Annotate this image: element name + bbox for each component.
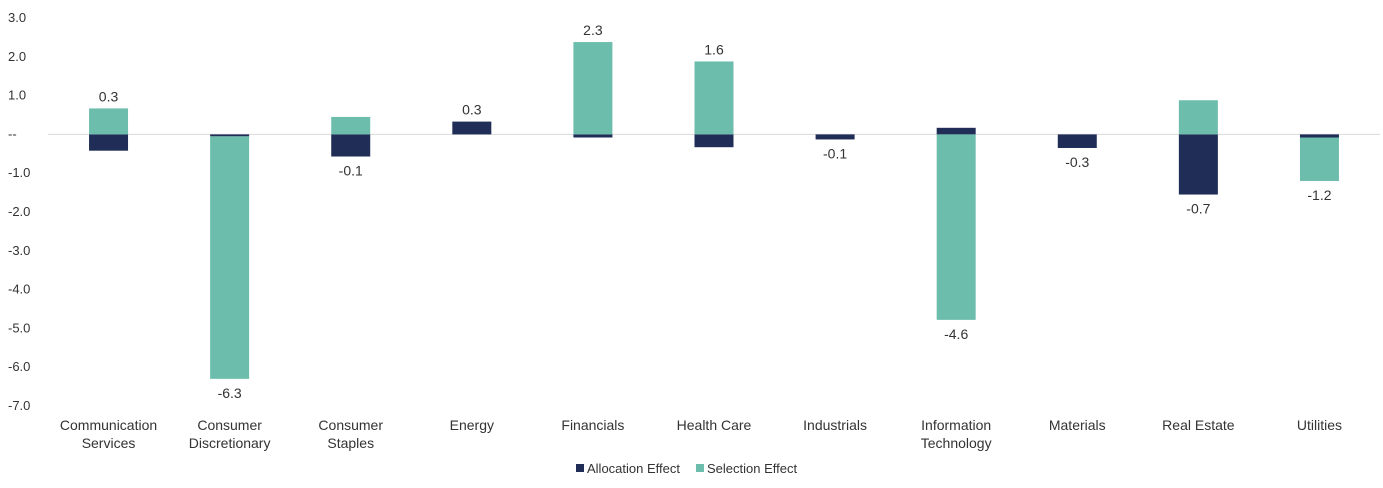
total-data-label: 0.3 [462, 102, 482, 118]
total-data-label: -0.7 [1186, 201, 1210, 217]
bar-selection-effect [89, 108, 129, 135]
total-data-label: -0.3 [1065, 154, 1089, 170]
y-tick-label: -4.0 [8, 282, 30, 297]
x-category-label: Industrials [803, 417, 867, 433]
y-tick-label: 1.0 [8, 88, 26, 103]
legend-swatch [576, 464, 584, 472]
x-category-label: Information Technology [921, 417, 992, 451]
bar-selection-effect [1299, 137, 1339, 181]
total-data-label: -4.6 [944, 326, 968, 342]
x-category-label: Health Care [677, 417, 752, 433]
total-data-label: 1.6 [704, 41, 724, 57]
bar-group [89, 42, 1339, 379]
bar-allocation-effect [452, 121, 492, 135]
bar-allocation-effect [210, 134, 250, 137]
bar-allocation-effect [815, 134, 855, 140]
x-category-label: Real Estate [1162, 417, 1235, 433]
total-data-label: 0.3 [99, 88, 119, 104]
y-tick-label: -7.0 [8, 398, 30, 413]
bar-selection-effect [573, 42, 613, 135]
bar-allocation-effect [1299, 134, 1339, 138]
data-labels: 0.3 -6.3 -0.1 0.3 2.3 1.6 -0.1 -4.6 -0.3 -0.7 -1.2 [99, 22, 1332, 401]
y-tick-label: -6.0 [8, 359, 30, 374]
total-data-label: -0.1 [823, 145, 847, 161]
y-tick-label: -2.0 [8, 204, 30, 219]
bar-allocation-effect [331, 134, 371, 157]
x-category-label: Utilities [1297, 417, 1342, 433]
y-tick-label: 2.0 [8, 49, 26, 64]
legend-swatch [695, 464, 704, 472]
y-axis-ticks: 3.0 2.0 1.0 -- -1.0 -2.0 -3.0 -4.0 -5.0 -6.0 -7.0 [8, 10, 30, 413]
total-data-label: -6.3 [218, 385, 242, 401]
bar-selection-effect [210, 136, 250, 379]
bar-allocation-effect [936, 127, 976, 135]
y-tick-label: 3.0 [8, 10, 26, 25]
legend-item: Selection Effect [695, 461, 797, 476]
legend-label: Selection Effect [707, 461, 797, 476]
x-category-label: Financials [561, 417, 624, 433]
legend-item: Allocation Effect [576, 461, 680, 476]
bar-selection-effect [331, 116, 371, 135]
bar-selection-effect [694, 61, 734, 135]
x-category-label: Communication Services [60, 417, 157, 451]
bar-allocation-effect [573, 134, 613, 138]
x-category-label: Energy [450, 417, 494, 433]
bar-allocation-effect [89, 134, 129, 151]
y-tick-label: -1.0 [8, 165, 30, 180]
total-data-label: -1.2 [1307, 187, 1331, 203]
legend-label: Allocation Effect [587, 461, 680, 476]
x-category-label: Consumer Discretionary [189, 417, 271, 451]
bar-allocation-effect [1057, 134, 1097, 148]
y-tick-label: -3.0 [8, 243, 30, 258]
x-category-label: Materials [1049, 417, 1106, 433]
x-category-label: Consumer Staples [318, 417, 383, 451]
bar-selection-effect [936, 134, 976, 320]
bar-allocation-effect [694, 134, 734, 148]
total-data-label: 2.3 [583, 22, 603, 38]
y-tick-label: -- [8, 126, 17, 141]
y-tick-label: -5.0 [8, 320, 30, 335]
bar-selection-effect [1178, 100, 1218, 135]
bar-allocation-effect [1178, 134, 1218, 195]
total-data-label: -0.1 [339, 163, 363, 179]
legend: Allocation Effect Selection Effect [576, 461, 797, 476]
x-axis-category-labels: Communication Services Consumer Discretiona… [60, 417, 1342, 451]
